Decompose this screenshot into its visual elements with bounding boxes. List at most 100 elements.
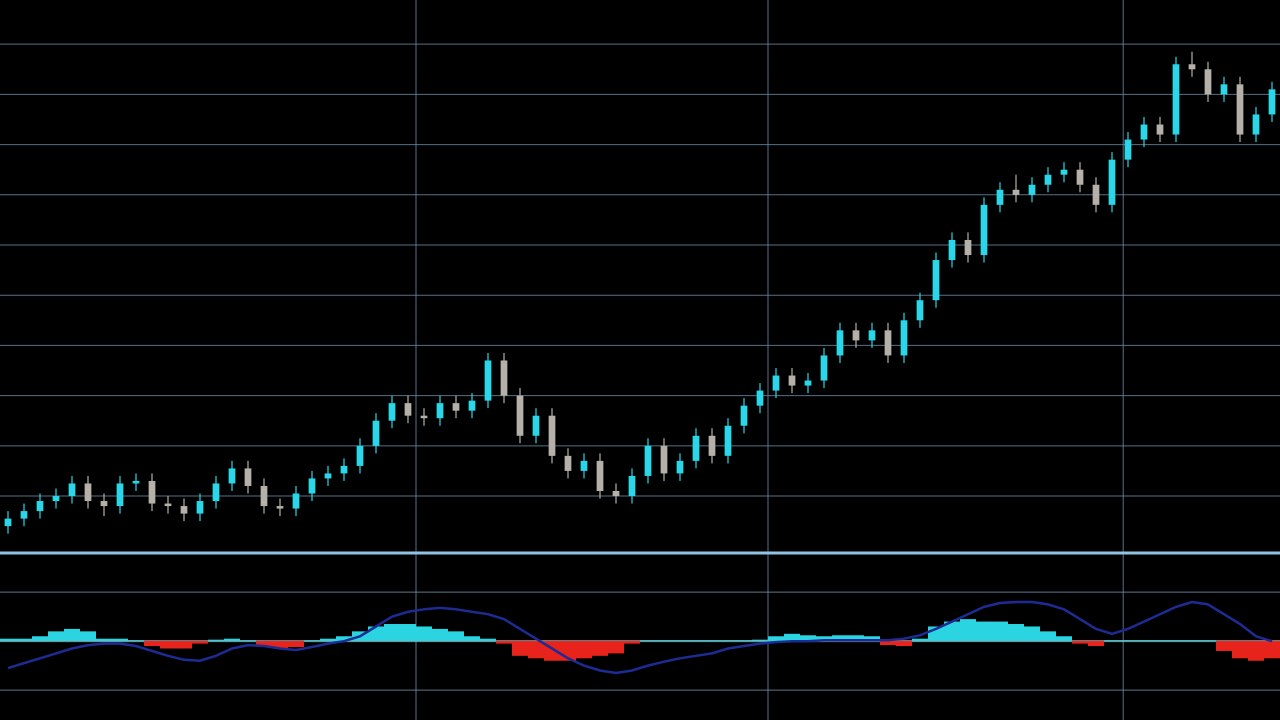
histogram-bar	[752, 639, 768, 642]
candle-body	[68, 483, 76, 497]
candle-body	[884, 330, 892, 356]
candle-body	[52, 496, 60, 502]
histogram-bar	[1232, 641, 1248, 659]
histogram-bar	[592, 641, 608, 656]
histogram-bar	[256, 641, 272, 647]
histogram-bar	[1008, 624, 1024, 642]
candle-body	[1060, 169, 1068, 175]
candle-body	[276, 506, 284, 509]
histogram-bar	[896, 641, 912, 647]
candle-body	[516, 395, 524, 436]
histogram-bar	[1168, 640, 1184, 642]
histogram-bar	[48, 631, 64, 642]
histogram-bar	[640, 640, 656, 642]
histogram-bar	[576, 641, 592, 659]
candle-body	[388, 403, 396, 421]
candle-body	[1268, 89, 1276, 115]
candle-body	[212, 483, 220, 502]
candle-body	[84, 483, 92, 502]
histogram-bar	[736, 640, 752, 642]
histogram-bar	[880, 641, 896, 646]
candle-body	[804, 380, 812, 386]
candle-body	[836, 330, 844, 356]
candle-body	[1124, 139, 1132, 160]
histogram-bar	[704, 640, 720, 642]
candle-body	[724, 425, 732, 456]
candle-body	[1140, 124, 1148, 140]
histogram-bar	[112, 638, 128, 642]
histogram-bar	[512, 641, 528, 656]
histogram-bar	[1136, 640, 1152, 642]
histogram-bar	[1120, 640, 1136, 642]
histogram-bar	[800, 635, 816, 642]
candle-body	[772, 375, 780, 391]
candle-body	[180, 506, 188, 514]
histogram-bar	[224, 638, 240, 642]
histogram-bar	[992, 621, 1008, 642]
histogram-bar	[688, 640, 704, 642]
candle-body	[196, 501, 204, 514]
histogram-bar	[320, 638, 336, 642]
candle-body	[1236, 84, 1244, 135]
histogram-bar	[1184, 640, 1200, 642]
candle-body	[244, 468, 252, 486]
candle-body	[708, 435, 716, 456]
histogram-bar	[496, 641, 512, 644]
candle-body	[756, 390, 764, 406]
histogram-bar	[960, 619, 976, 642]
candle-body	[260, 485, 268, 507]
histogram-bar	[848, 635, 864, 642]
candle-body	[132, 480, 140, 484]
histogram-bar	[720, 640, 736, 642]
histogram-bar	[0, 638, 16, 642]
histogram-bar	[384, 624, 400, 642]
histogram-bar	[1264, 641, 1280, 659]
candle-body	[916, 300, 924, 321]
candle-body	[868, 330, 876, 341]
histogram-bar	[208, 639, 224, 642]
histogram-bar	[784, 633, 800, 642]
candle-body	[1188, 64, 1196, 70]
histogram-bar	[1104, 640, 1120, 642]
candle-body	[484, 360, 492, 401]
histogram-bar	[1216, 641, 1232, 651]
candle-body	[228, 468, 236, 484]
candle-body	[420, 415, 428, 419]
histogram-bar	[160, 641, 176, 649]
histogram-bar	[16, 638, 32, 642]
histogram-bar	[80, 631, 96, 642]
histogram-bar	[176, 641, 192, 649]
candle-body	[1028, 184, 1036, 195]
candle-body	[1220, 84, 1228, 95]
histogram-bar	[480, 638, 496, 642]
histogram-bar	[400, 624, 416, 642]
histogram-bar	[336, 636, 352, 642]
candle-body	[436, 403, 444, 419]
histogram-bar	[656, 640, 672, 642]
histogram-bar	[272, 641, 288, 649]
histogram-bar	[32, 636, 48, 642]
histogram-bar	[816, 636, 832, 642]
histogram-bar	[1088, 641, 1104, 647]
candle-body	[964, 239, 972, 256]
candle-body	[980, 204, 988, 256]
candle-body	[660, 445, 668, 474]
histogram-bar	[1040, 631, 1056, 642]
candle-body	[1204, 69, 1212, 95]
candle-body	[1156, 124, 1164, 135]
candle-body	[292, 493, 300, 509]
marks	[0, 51, 1280, 675]
histogram-bar	[608, 641, 624, 654]
histogram-bar	[304, 640, 320, 642]
candle-body	[452, 403, 460, 411]
histogram-bar	[192, 641, 208, 644]
candle-body	[900, 320, 908, 356]
candle-body	[308, 478, 316, 494]
histogram-bar	[944, 621, 960, 642]
histogram-bar	[64, 628, 80, 642]
candle-body	[996, 189, 1004, 205]
histogram-bar	[1152, 640, 1168, 642]
histogram-bar	[464, 636, 480, 642]
